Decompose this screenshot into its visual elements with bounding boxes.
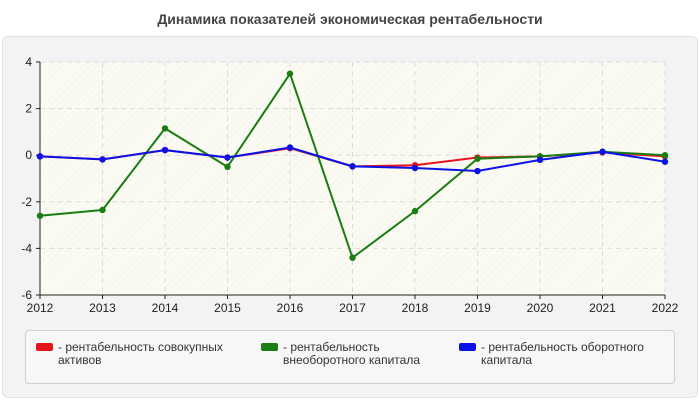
legend-swatch-series-1 bbox=[36, 343, 53, 351]
x-tick-label: 2015 bbox=[214, 301, 241, 315]
data-point-series-2[interactable] bbox=[36, 212, 44, 219]
data-point-series-2[interactable] bbox=[349, 254, 356, 261]
data-point-series-3[interactable] bbox=[661, 158, 669, 165]
data-point-series-3[interactable] bbox=[286, 144, 294, 151]
legend-swatch-series-3 bbox=[459, 343, 476, 351]
data-point-series-3[interactable] bbox=[599, 148, 606, 155]
y-tick-label: 0 bbox=[25, 148, 32, 162]
data-point-series-2[interactable] bbox=[661, 152, 669, 159]
legend-swatch-series-2 bbox=[261, 343, 278, 351]
x-tick-label: 2022 bbox=[652, 301, 679, 315]
x-tick-label: 2020 bbox=[527, 301, 554, 315]
data-point-series-2[interactable] bbox=[411, 207, 419, 215]
data-point-series-3[interactable] bbox=[99, 156, 106, 163]
legend-label-series-2: - рентабельность внеоборотного капитала bbox=[283, 340, 420, 367]
x-tick-label: 2016 bbox=[277, 301, 304, 315]
y-tick-label: 2 bbox=[25, 102, 32, 116]
data-point-series-2[interactable] bbox=[161, 125, 169, 132]
data-point-series-2[interactable] bbox=[286, 70, 294, 77]
data-point-series-3[interactable] bbox=[536, 156, 544, 164]
data-point-series-3[interactable] bbox=[161, 146, 169, 154]
data-point-series-2[interactable] bbox=[474, 155, 481, 162]
chart-title: Динамика показателей экономическая рента… bbox=[157, 11, 543, 27]
chart-legend: - рентабельность совокупных активов - ре… bbox=[25, 330, 675, 384]
data-point-series-3[interactable] bbox=[349, 163, 356, 170]
data-point-series-2[interactable] bbox=[99, 206, 106, 214]
x-tick-label: 2018 bbox=[402, 301, 429, 315]
y-tick-label: -6 bbox=[21, 288, 32, 302]
data-point-series-3[interactable] bbox=[36, 153, 44, 160]
y-tick-label: 4 bbox=[25, 55, 32, 69]
data-point-series-3[interactable] bbox=[224, 154, 231, 161]
data-point-series-3[interactable] bbox=[474, 167, 481, 175]
data-point-series-2[interactable] bbox=[224, 163, 231, 171]
series-points bbox=[36, 70, 669, 261]
legend-label-series-3: - рентабельность оборотного капитала bbox=[481, 340, 644, 367]
x-tick-label: 2012 bbox=[27, 301, 54, 315]
x-tick-label: 2021 bbox=[589, 301, 616, 315]
x-tick-label: 2014 bbox=[152, 301, 179, 315]
x-tick-label: 2017 bbox=[339, 301, 366, 315]
x-tick-label: 2019 bbox=[464, 301, 491, 315]
data-point-series-3[interactable] bbox=[411, 164, 419, 172]
x-tick-label: 2013 bbox=[89, 301, 116, 315]
legend-label-series-1: - рентабельность совокупных активов bbox=[58, 340, 223, 367]
y-tick-label: -2 bbox=[21, 195, 32, 209]
y-tick-label: -4 bbox=[21, 241, 32, 255]
